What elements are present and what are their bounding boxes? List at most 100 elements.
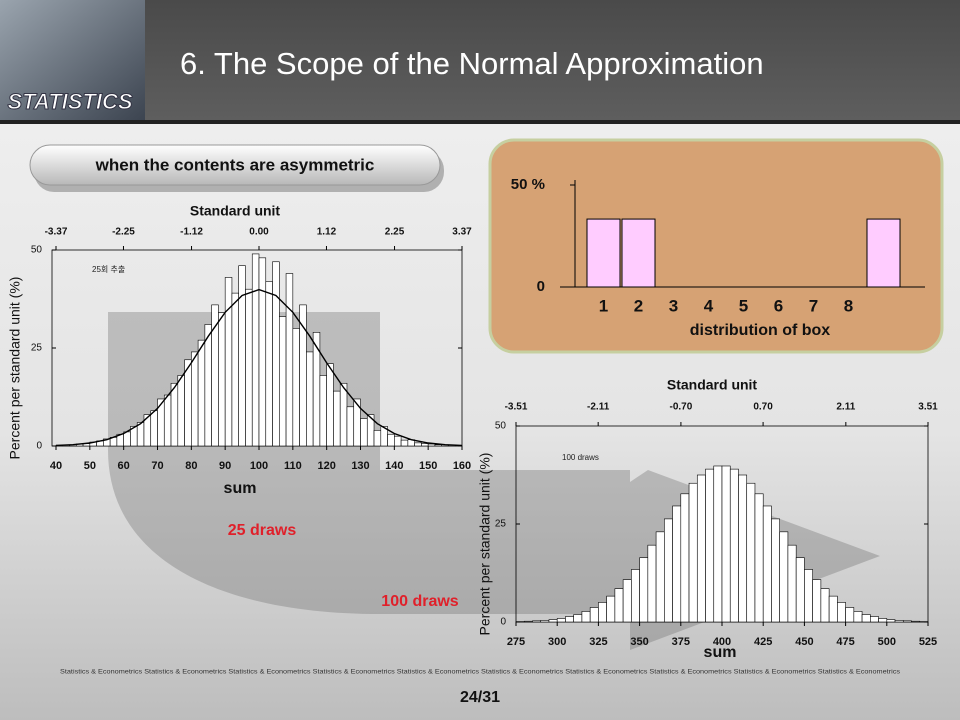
histogram-bar bbox=[387, 433, 395, 447]
x-tick-label: 275 bbox=[507, 636, 525, 648]
histogram-bar bbox=[738, 474, 748, 623]
x-tick-label: 140 bbox=[385, 460, 403, 472]
x-tick-label: 5 bbox=[739, 296, 748, 315]
x-tick-label: 8 bbox=[844, 296, 853, 315]
histogram-bar bbox=[911, 620, 921, 623]
y-tick-label: 0 bbox=[500, 617, 506, 628]
x2-tick-label: -2.11 bbox=[587, 402, 610, 413]
x2-tick-label: 2.11 bbox=[836, 402, 855, 413]
x2-tick-label: 1.12 bbox=[317, 227, 337, 238]
histogram-bar bbox=[565, 616, 574, 623]
histogram-bar bbox=[680, 493, 690, 623]
banner-text: when the contents are asymmetric bbox=[95, 155, 375, 174]
histogram-bar bbox=[414, 442, 422, 447]
histogram-bar bbox=[360, 418, 368, 447]
histogram-bar bbox=[606, 595, 616, 623]
histogram-bar bbox=[795, 557, 805, 623]
histogram-bar bbox=[721, 465, 731, 623]
histogram-bar bbox=[598, 602, 607, 623]
x-tick-label: 160 bbox=[453, 460, 471, 472]
x2-tick-label: 0.70 bbox=[753, 402, 773, 413]
histogram-bar bbox=[339, 382, 348, 447]
histogram-bar bbox=[258, 257, 267, 447]
histogram-bar bbox=[333, 390, 341, 447]
histogram-bar bbox=[787, 544, 797, 623]
y-axis-label: Percent per standard unit (%) bbox=[477, 453, 493, 636]
histogram-bar bbox=[696, 474, 706, 623]
histogram-bar bbox=[319, 375, 327, 447]
histogram-bar bbox=[861, 614, 871, 623]
x-tick-label: 90 bbox=[219, 460, 231, 472]
histogram-bar bbox=[894, 620, 904, 623]
histogram-bar bbox=[729, 468, 739, 623]
annotation: 25회 추출 bbox=[92, 264, 125, 274]
logo-text: STATISTICS bbox=[7, 89, 132, 114]
histogram-bar bbox=[672, 505, 682, 623]
histogram-bar bbox=[278, 316, 287, 447]
x-axis-label: sum bbox=[704, 644, 737, 661]
histogram-bar bbox=[136, 422, 145, 447]
histogram-bar bbox=[812, 579, 822, 623]
annotation: 100 draws bbox=[562, 453, 599, 462]
x2-tick-label: -2.25 bbox=[112, 227, 135, 238]
draws-label: 100 draws bbox=[381, 593, 458, 610]
histogram-bar bbox=[762, 505, 772, 623]
header-rule bbox=[0, 120, 960, 124]
x-tick-label: 50 bbox=[84, 460, 96, 472]
y-tick-label: 0 bbox=[537, 278, 545, 295]
x2-tick-label: -1.12 bbox=[180, 227, 203, 238]
histogram-bar bbox=[523, 620, 533, 623]
histogram-bar bbox=[886, 619, 896, 623]
x-tick-label: 3 bbox=[669, 296, 678, 315]
x-axis-label: sum bbox=[224, 480, 257, 497]
x-tick-label: 110 bbox=[284, 460, 302, 472]
x2-tick-label: 3.37 bbox=[452, 227, 472, 238]
header bbox=[0, 0, 960, 120]
x-tick-label: 70 bbox=[151, 460, 163, 472]
histogram-bar bbox=[647, 544, 657, 623]
x-tick-label: 60 bbox=[118, 460, 130, 472]
x2-tick-label: -3.51 bbox=[505, 402, 528, 413]
x-tick-label: 475 bbox=[836, 636, 854, 648]
histogram-bar bbox=[622, 579, 632, 623]
histogram-bar bbox=[427, 443, 436, 447]
histogram-bar bbox=[804, 569, 813, 623]
histogram-bar bbox=[394, 435, 402, 447]
histogram-bar bbox=[184, 359, 192, 447]
x-tick-label: 325 bbox=[589, 636, 607, 648]
logo-image bbox=[0, 0, 145, 120]
histogram-bar bbox=[231, 292, 240, 447]
histogram-bar bbox=[326, 363, 334, 447]
x-tick-label: 400 bbox=[713, 636, 731, 648]
slide-title: 6. The Scope of the Normal Approximation bbox=[180, 46, 764, 81]
x-tick-label: 120 bbox=[317, 460, 335, 472]
histogram-bar bbox=[353, 398, 361, 447]
x-tick-label: 525 bbox=[919, 636, 937, 648]
histogram-bar bbox=[713, 465, 723, 623]
histogram-bar bbox=[902, 620, 912, 623]
x-tick-label: 40 bbox=[50, 460, 62, 472]
x-tick-label: 1 bbox=[599, 296, 608, 315]
histogram-bar bbox=[272, 261, 280, 447]
x-tick-label: 130 bbox=[351, 460, 369, 472]
histogram-bar bbox=[532, 620, 542, 623]
histogram-bar bbox=[434, 444, 442, 447]
histogram-bar bbox=[581, 611, 591, 623]
histogram-bar bbox=[870, 616, 879, 623]
histogram-bar bbox=[123, 431, 131, 447]
histogram-bar bbox=[639, 557, 649, 623]
histogram-bar bbox=[556, 618, 566, 623]
y-tick-label: 50 % bbox=[511, 176, 545, 193]
box-panel bbox=[488, 138, 944, 354]
draws-label: 25 draws bbox=[228, 522, 297, 539]
histogram-bar bbox=[589, 607, 599, 623]
x-tick-label: 425 bbox=[754, 636, 772, 648]
y-tick-label: 25 bbox=[31, 343, 43, 354]
histogram-bar bbox=[373, 430, 382, 447]
x-tick-label: 300 bbox=[548, 636, 566, 648]
histogram-bar bbox=[163, 394, 172, 447]
histogram-bar bbox=[306, 351, 314, 447]
histogram-bar bbox=[820, 588, 830, 623]
footer-text: Statistics & Econometrics Statistics & E… bbox=[60, 669, 901, 676]
